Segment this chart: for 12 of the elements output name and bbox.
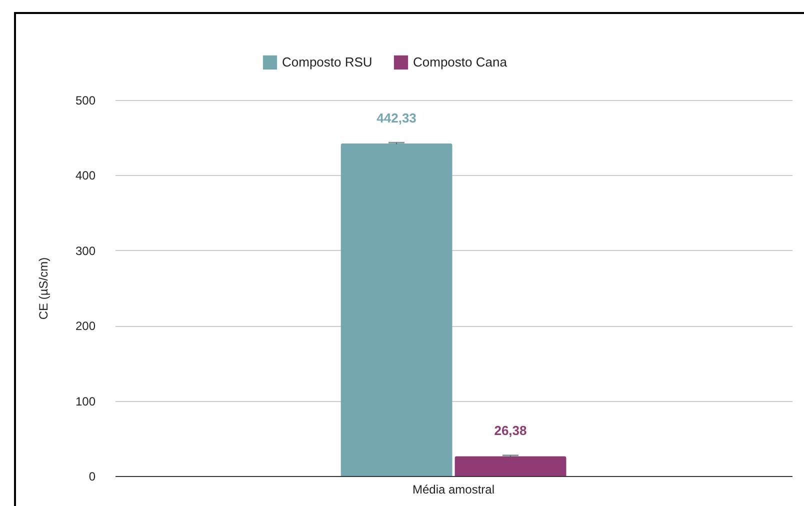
y-tick-label: 0 xyxy=(88,470,96,484)
x-tick-label: Média amostral xyxy=(412,482,495,496)
y-tick-label: 100 xyxy=(75,394,96,408)
legend-label: Composto RSU xyxy=(282,54,372,70)
data-label: 26,38 xyxy=(494,423,527,438)
y-tick-label: 200 xyxy=(75,319,96,334)
y-tick-label: 300 xyxy=(75,244,96,258)
data-label: 442,33 xyxy=(376,110,416,126)
y-tick-label: 400 xyxy=(75,168,96,183)
y-tick-label: 500 xyxy=(75,94,96,108)
y-axis-title: CE (µS/cm) xyxy=(36,257,50,320)
legend-label: Composto Cana xyxy=(413,54,508,70)
